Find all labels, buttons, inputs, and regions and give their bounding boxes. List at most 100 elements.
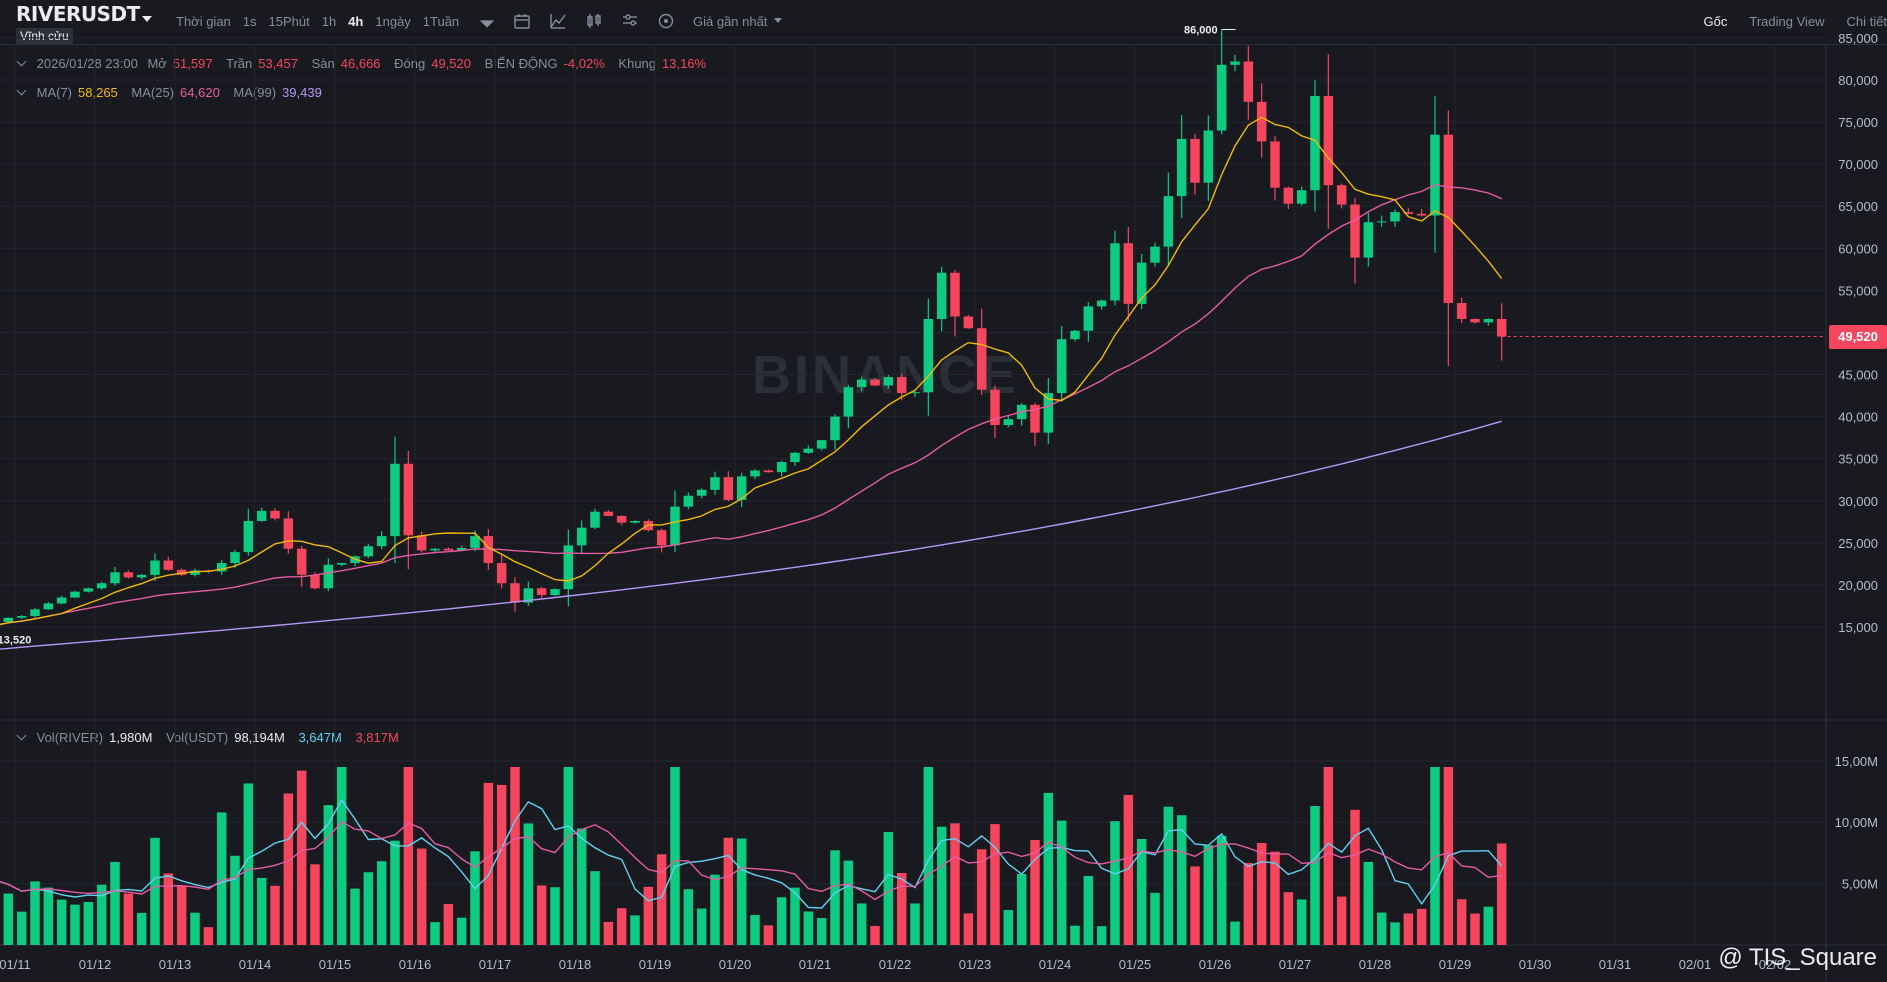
volume-bar[interactable] [363,872,374,945]
candle-body[interactable] [3,617,14,622]
candle-body[interactable] [683,495,694,507]
volume-bar[interactable] [1443,767,1454,945]
volume-bar[interactable] [270,885,280,945]
volume-bar[interactable] [96,884,107,945]
candle-body[interactable] [443,548,454,551]
volume-bar[interactable] [1176,815,1187,945]
volume-bar[interactable] [190,912,200,945]
volume-bar[interactable] [536,885,547,945]
volume-bar[interactable] [936,826,947,945]
candle-body[interactable] [1496,319,1507,337]
candle-body[interactable] [656,530,667,546]
view-original[interactable]: Gốc [1703,14,1728,29]
collapse-icon[interactable] [16,56,27,67]
candle-body[interactable] [43,603,54,610]
volume-bar[interactable] [950,823,960,945]
candle-body[interactable] [790,452,800,463]
volume-bar[interactable] [1350,809,1360,945]
candle-body[interactable] [830,416,840,441]
volume-bar[interactable] [576,828,587,945]
volume-bar[interactable] [483,782,494,945]
volume-bar[interactable] [403,767,414,945]
candle-body[interactable] [750,470,760,477]
candle-body[interactable] [1190,138,1200,183]
candle-body[interactable] [416,535,427,551]
candle-body[interactable] [363,546,374,557]
price-type-select[interactable]: Giá gần nhất [693,14,768,29]
sync-icon[interactable] [657,12,675,30]
candle-body[interactable] [30,609,40,617]
volume-bar[interactable] [510,767,520,945]
volume-bar[interactable] [1323,767,1334,945]
candle-body[interactable] [616,515,627,523]
volume-bar[interactable] [376,861,387,945]
candle-body[interactable] [936,272,947,319]
candle-body[interactable] [123,572,134,578]
volume-bar[interactable] [643,886,654,945]
candle-body[interactable] [1430,134,1440,216]
volume-bar[interactable] [1030,840,1040,945]
candle-body[interactable] [1256,101,1267,142]
candle-body[interactable] [576,527,587,546]
candle-body[interactable] [1310,95,1320,191]
candle-body[interactable] [1243,61,1254,102]
candle-body[interactable] [136,574,147,578]
volume-bar[interactable] [723,837,734,945]
volume-bar[interactable] [1283,892,1294,945]
candle-body[interactable] [670,506,680,546]
volume-bar[interactable] [1163,806,1174,945]
candle-body[interactable] [150,560,160,575]
candle-body[interactable] [1003,419,1014,426]
candle-body[interactable] [1163,196,1174,247]
volume-bar[interactable] [136,912,147,945]
volume-bar[interactable] [616,908,627,945]
symbol-title[interactable]: RIVERUSDT [16,2,140,26]
candle-body[interactable] [1136,262,1147,304]
candle-body[interactable] [296,548,307,575]
volume-bar[interactable] [750,915,760,945]
candle-body[interactable] [456,547,467,551]
collapse-icon[interactable] [16,85,27,96]
volume-bar[interactable] [1470,913,1480,945]
candle-body[interactable] [376,536,387,547]
interval-1h[interactable]: 1h [321,14,337,29]
interval-more-icon[interactable] [478,15,496,33]
candle-body[interactable] [243,520,254,553]
indicator-icon[interactable] [549,12,567,30]
candle-body[interactable] [1390,212,1400,222]
price-type-dropdown-icon[interactable] [773,17,783,25]
candle-body[interactable] [523,588,534,603]
candle-body[interactable] [483,536,494,564]
candle-body[interactable] [1350,204,1360,258]
volume-bar[interactable] [896,872,907,945]
interval-1d[interactable]: 1ngày [375,14,411,29]
volume-bar[interactable] [976,849,987,945]
volume-bar[interactable] [430,922,440,945]
volume-bar[interactable] [123,893,134,945]
volume-bar[interactable] [1150,892,1160,945]
volume-bar[interactable] [696,908,707,945]
volume-bar[interactable] [910,903,920,945]
volume-bar[interactable] [1403,913,1414,945]
volume-bar[interactable] [350,888,360,945]
candle-body[interactable] [323,564,334,589]
candle-body[interactable] [1270,141,1280,188]
candle-body[interactable] [310,574,320,589]
candle-body[interactable] [430,548,440,551]
candle-body[interactable] [1096,300,1107,307]
volume-bar[interactable] [1376,912,1387,945]
volume-bar[interactable] [683,889,694,945]
candle-body[interactable] [736,476,747,500]
candle-body[interactable] [1416,213,1427,216]
time-label[interactable]: Thời gian [176,14,231,29]
volume-bar[interactable] [816,918,827,945]
candle-body[interactable] [950,272,960,317]
candle-body[interactable] [56,597,67,604]
calendar-icon[interactable] [513,12,531,30]
view-tradingview[interactable]: Trading View [1749,14,1825,29]
candle-body[interactable] [1336,185,1347,205]
volume-bar[interactable] [83,902,94,945]
candle-body[interactable] [390,463,400,537]
candle-body[interactable] [216,563,227,572]
candle-body[interactable] [190,570,200,575]
